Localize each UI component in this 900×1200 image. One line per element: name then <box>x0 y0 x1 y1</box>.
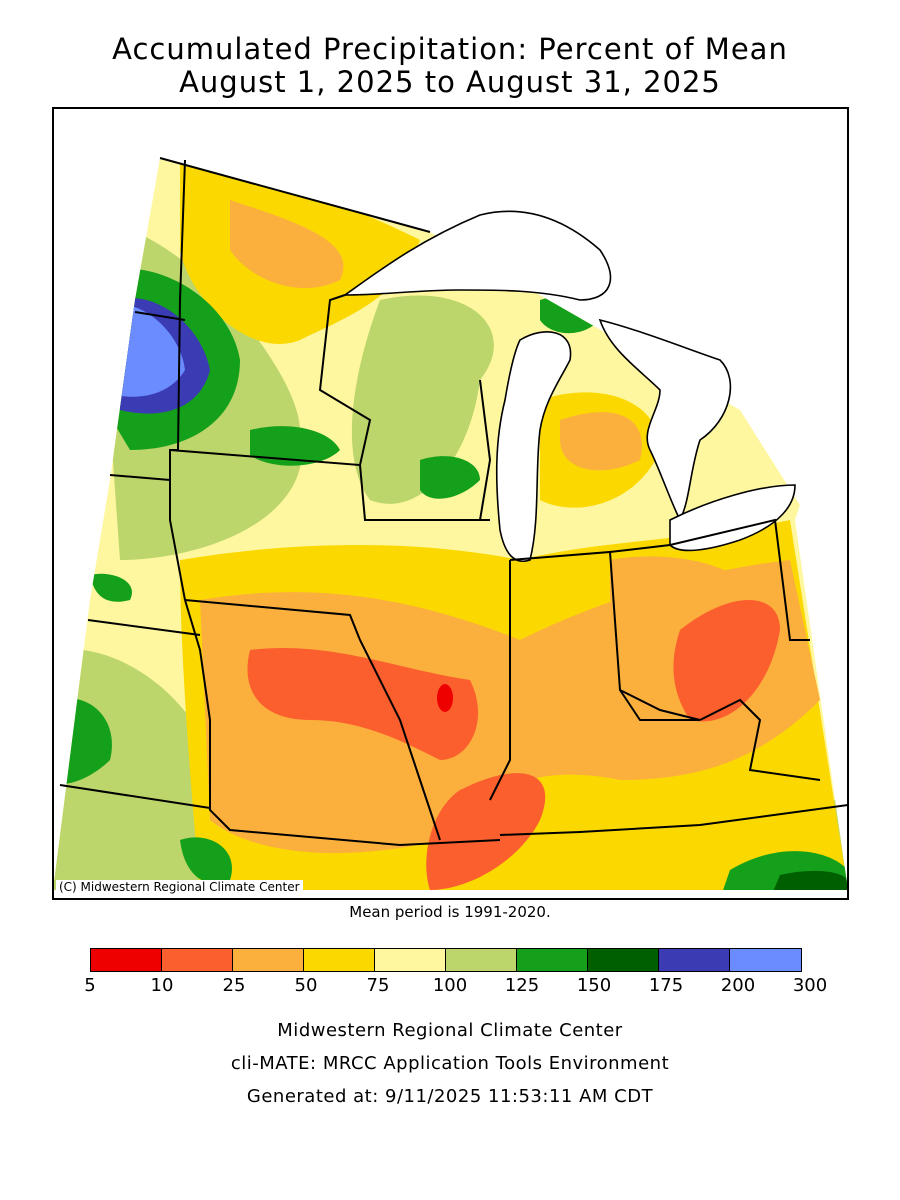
legend-tick-label: 175 <box>648 975 684 996</box>
legend-tick-label: 5 <box>84 975 96 996</box>
great-lakes <box>342 210 796 562</box>
legend-tick-label: 125 <box>504 975 540 996</box>
legend-tick-label: 200 <box>720 975 756 996</box>
map-date-range: August 1, 2025 to August 31, 2025 <box>179 65 721 99</box>
legend-tick-label: 150 <box>576 975 612 996</box>
legend-swatch-3 <box>304 949 375 971</box>
legend-swatch-9 <box>730 949 801 971</box>
legend-tick-label: 75 <box>366 975 390 996</box>
legend-swatch-0 <box>91 949 162 971</box>
legend-swatch-8 <box>659 949 730 971</box>
map-title: Accumulated Precipitation: Percent of Me… <box>112 32 788 66</box>
legend-tick-label: 25 <box>222 975 246 996</box>
legend-swatch-4 <box>375 949 446 971</box>
mean-period-note: Mean period is 1991-2020. <box>349 903 551 921</box>
footer-org: Midwestern Regional Climate Center <box>277 1020 623 1041</box>
legend-tick-label: 300 <box>792 975 828 996</box>
map-frame <box>52 107 849 900</box>
legend-swatch-1 <box>162 949 233 971</box>
legend-tick-label: 50 <box>294 975 318 996</box>
color-legend <box>90 948 802 972</box>
legend-swatch-2 <box>233 949 304 971</box>
footer-generated: Generated at: 9/11/2025 11:53:11 AM CDT <box>246 1086 654 1107</box>
legend-tick-label: 100 <box>432 975 468 996</box>
map-credit: (C) Midwestern Regional Climate Center <box>56 880 303 894</box>
legend-swatch-7 <box>588 949 659 971</box>
legend-tick-label: 10 <box>150 975 174 996</box>
legend-swatch-5 <box>446 949 517 971</box>
footer-tool: cli-MATE: MRCC Application Tools Environ… <box>230 1053 670 1074</box>
legend-swatch-6 <box>517 949 588 971</box>
state-boundaries <box>59 157 848 847</box>
